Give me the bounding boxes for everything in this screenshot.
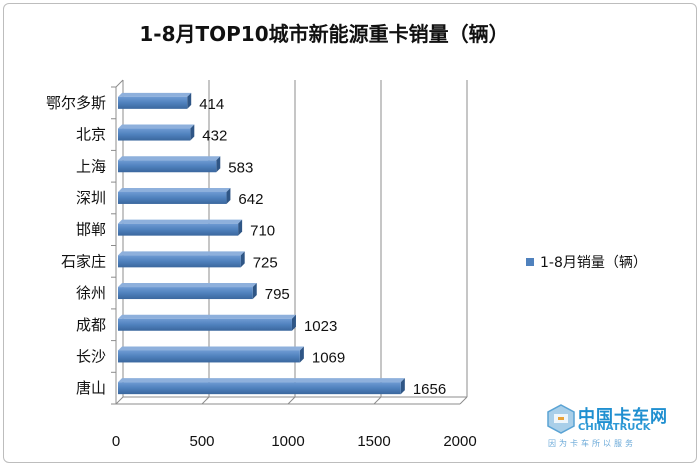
data-label: 725	[253, 254, 278, 271]
gridline-floor	[373, 396, 382, 405]
bar	[118, 160, 217, 173]
legend-label: 1-8月销量（辆）	[540, 255, 647, 271]
bar-top	[118, 378, 405, 383]
bar-side	[216, 156, 221, 173]
bar-side	[187, 92, 192, 109]
bar-side	[190, 124, 195, 141]
bar	[118, 287, 253, 300]
watermark-sub: 因为卡车所以服务	[548, 439, 636, 448]
bar-top	[118, 124, 195, 129]
bar	[118, 350, 300, 363]
data-label: 1069	[312, 349, 345, 366]
bar	[118, 382, 401, 395]
bar	[118, 191, 227, 204]
bar-side	[291, 314, 296, 331]
data-label: 1023	[304, 318, 337, 335]
bar-side	[252, 283, 257, 300]
bar-top	[118, 283, 257, 288]
x-tick-label: 1000	[271, 433, 304, 450]
x-tick-label: 500	[189, 433, 214, 450]
chart-frame: 1-8月TOP10城市新能源重卡销量（辆） 0 500 1000 1500 2000 鄂…	[3, 3, 697, 463]
bar-chart: 0 500 1000 1500 2000 鄂尔多斯 414 北京 432 上海 583 深圳 642 邯…	[46, 79, 477, 450]
y-axis-top	[115, 79, 124, 88]
bar-side	[226, 187, 231, 204]
category-label: 北京	[76, 126, 106, 144]
x-tick-label: 1500	[357, 433, 390, 450]
data-label: 1656	[413, 381, 446, 398]
watermark-en: CHINATRUCK	[578, 422, 651, 433]
truck-logo-icon	[547, 404, 575, 434]
category-label: 徐州	[76, 284, 106, 302]
x-tick-label: 0	[112, 433, 120, 450]
category-label: 鄂尔多斯	[46, 94, 106, 112]
bar-top	[118, 187, 231, 192]
gridline-floor	[201, 396, 210, 405]
bar-top	[118, 346, 304, 351]
bar-top	[118, 92, 192, 97]
watermark: 中国卡车网 CHINATRUCK 因为卡车所以服务	[544, 400, 694, 452]
bar	[118, 128, 191, 141]
gridline-floor	[459, 396, 468, 405]
gridline-floor	[115, 396, 124, 405]
category-label: 邯郸	[76, 221, 106, 239]
category-label: 上海	[76, 157, 106, 175]
category-label: 深圳	[76, 189, 106, 207]
bar	[118, 255, 241, 268]
bar-top	[118, 251, 245, 256]
category-label: 石家庄	[61, 252, 106, 270]
data-label: 414	[199, 96, 224, 113]
bar-top	[118, 314, 296, 319]
data-label: 583	[228, 159, 253, 176]
category-label: 成都	[76, 316, 106, 334]
bar-side	[400, 378, 405, 395]
data-label: 710	[250, 223, 275, 240]
gridline-floor	[287, 396, 296, 405]
category-label: 长沙	[76, 347, 106, 365]
bar-side	[238, 219, 243, 236]
bar	[118, 318, 292, 331]
chart-title: 1-8月TOP10城市新能源重卡销量（辆）	[139, 22, 509, 46]
bar	[118, 96, 188, 109]
bar-top	[118, 219, 243, 224]
legend-swatch	[526, 258, 534, 266]
bar-side	[299, 346, 304, 363]
data-label: 795	[265, 286, 290, 303]
x-tick-label: 2000	[443, 433, 476, 450]
data-label: 432	[202, 128, 227, 145]
chart-legend: 1-8月销量（辆）	[526, 252, 647, 272]
bar-top	[118, 156, 221, 161]
category-label: 唐山	[76, 379, 106, 397]
data-label: 642	[238, 191, 263, 208]
bar-side	[240, 251, 245, 268]
watermark-cn: 中国卡车网	[578, 407, 668, 427]
bar	[118, 223, 239, 236]
